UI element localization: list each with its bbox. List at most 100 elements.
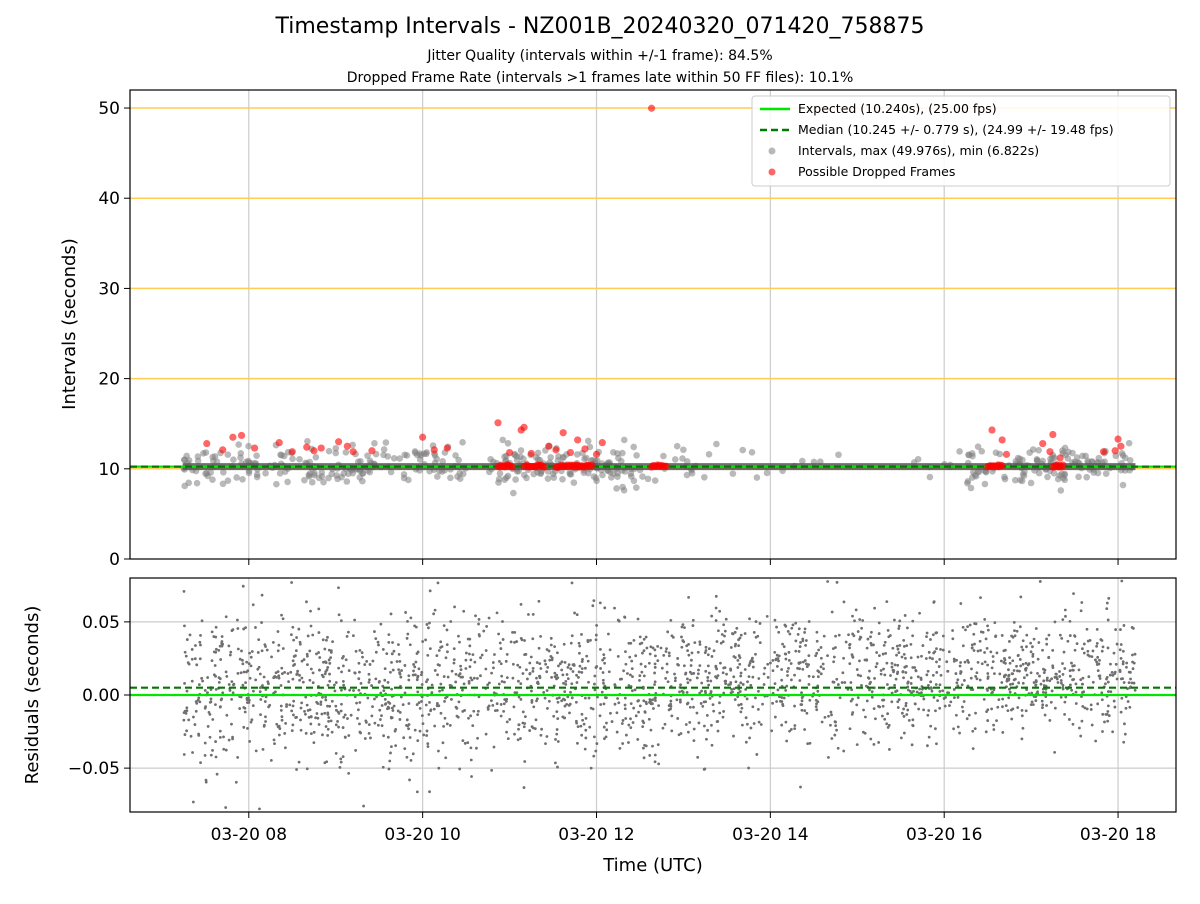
residual-point <box>260 621 263 624</box>
residual-point <box>1133 662 1136 665</box>
residual-point <box>1009 662 1012 665</box>
legend-dropped-swatch <box>769 169 776 176</box>
residual-point <box>387 641 390 644</box>
residual-point <box>848 644 851 647</box>
interval-point <box>975 443 982 450</box>
residual-point <box>837 683 840 686</box>
residual-point <box>272 676 275 679</box>
residual-point <box>439 683 442 686</box>
residual-point <box>280 614 283 617</box>
residual-point <box>876 662 879 665</box>
residual-point <box>324 660 327 663</box>
residual-point <box>648 701 651 704</box>
residual-point <box>397 668 400 671</box>
residual-point <box>1063 667 1066 670</box>
dropped-frame-point <box>552 446 559 453</box>
residual-point <box>803 709 806 712</box>
residual-point <box>570 682 573 685</box>
residual-point <box>938 665 941 668</box>
residual-point <box>263 676 266 679</box>
residual-point <box>241 662 244 665</box>
residual-point <box>416 652 419 655</box>
residual-point <box>459 665 462 668</box>
residual-point <box>1092 650 1095 653</box>
residual-point <box>621 722 624 725</box>
residual-point <box>787 667 790 670</box>
residual-point <box>500 675 503 678</box>
residual-point <box>868 670 871 673</box>
residual-point <box>1122 650 1125 653</box>
residual-point <box>370 715 373 718</box>
residual-point <box>1095 661 1098 664</box>
residual-point <box>374 637 377 640</box>
residual-point <box>308 679 311 682</box>
residual-point <box>614 703 617 706</box>
residual-point <box>1040 683 1043 686</box>
residual-point <box>557 665 560 668</box>
residual-point <box>624 704 627 707</box>
interval-point <box>610 449 617 456</box>
residual-point <box>625 734 628 737</box>
residual-point <box>884 641 887 644</box>
residual-point <box>1022 727 1025 730</box>
residual-point <box>474 614 477 617</box>
residual-point <box>412 752 415 755</box>
residual-point <box>347 631 350 634</box>
residual-point <box>185 706 188 709</box>
residual-point <box>1055 676 1058 679</box>
residual-point <box>1101 713 1104 716</box>
residual-point <box>981 662 984 665</box>
residual-point <box>992 724 995 727</box>
residual-point <box>801 709 804 712</box>
residual-point <box>182 719 185 722</box>
residual-point <box>404 611 407 614</box>
residual-point <box>225 749 228 752</box>
residual-point <box>443 700 446 703</box>
residual-point <box>905 702 908 705</box>
residual-point <box>477 710 480 713</box>
residual-point <box>616 711 619 714</box>
residual-point <box>1131 626 1134 629</box>
residual-point <box>801 699 804 702</box>
residual-point <box>259 690 262 693</box>
residual-point <box>858 618 861 621</box>
residual-point <box>590 767 593 770</box>
residual-point <box>823 635 826 638</box>
residual-point <box>242 706 245 709</box>
residual-point <box>917 708 920 711</box>
residual-point <box>1062 684 1065 687</box>
interval-point <box>497 470 504 477</box>
residual-point <box>338 613 341 616</box>
residual-point <box>804 628 807 631</box>
residual-point <box>749 684 752 687</box>
residual-point <box>624 650 627 653</box>
interval-point <box>621 487 628 494</box>
residual-point <box>886 683 889 686</box>
residual-point <box>709 680 712 683</box>
residual-point <box>596 696 599 699</box>
residual-point <box>382 766 385 769</box>
residual-point <box>686 677 689 680</box>
residual-point <box>465 659 468 662</box>
residual-point <box>505 660 508 663</box>
residual-point <box>204 707 207 710</box>
residual-point <box>206 691 209 694</box>
residual-point <box>1131 654 1134 657</box>
residual-point <box>1063 701 1066 704</box>
residual-point <box>624 697 627 700</box>
residual-point <box>566 673 569 676</box>
residual-point <box>293 663 296 666</box>
residual-point <box>503 702 506 705</box>
residual-point <box>434 609 437 612</box>
residual-point <box>476 677 479 680</box>
residual-point <box>932 601 935 604</box>
residual-point <box>305 600 308 603</box>
residual-point <box>734 643 737 646</box>
residual-point <box>322 638 325 641</box>
residual-point <box>593 683 596 686</box>
residual-point <box>322 675 325 678</box>
residual-point <box>430 708 433 711</box>
residual-point <box>682 691 685 694</box>
residual-point <box>984 660 987 663</box>
residual-point <box>698 664 701 667</box>
